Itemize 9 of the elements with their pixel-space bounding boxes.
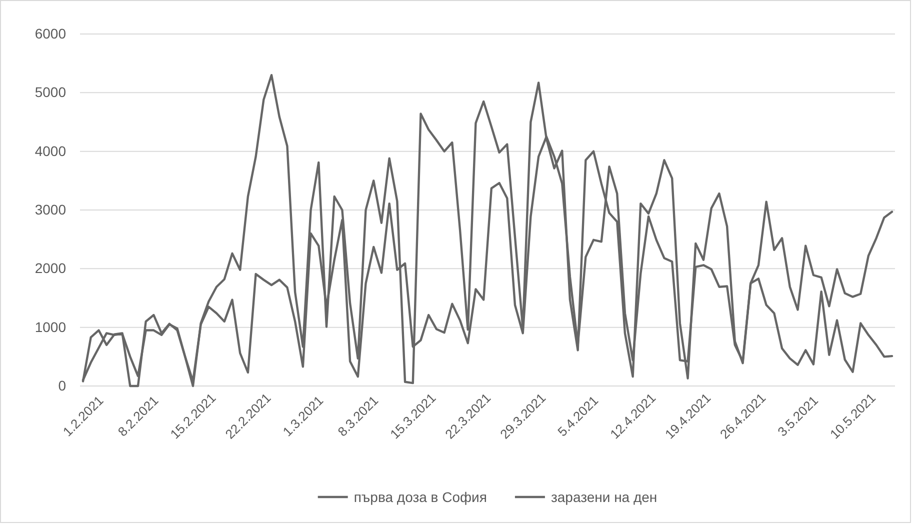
y-tick-label: 5000 — [34, 84, 66, 100]
y-tick-label: 1000 — [34, 318, 66, 335]
y-tick-label: 3000 — [34, 201, 66, 218]
legend-label: заразени на ден — [550, 489, 658, 505]
y-tick-label: 0 — [58, 377, 66, 394]
y-tick-label: 2000 — [34, 260, 66, 276]
legend-label: първа доза в София — [354, 489, 487, 505]
y-tick-label: 6000 — [34, 25, 66, 42]
y-tick-label: 4000 — [34, 142, 66, 159]
